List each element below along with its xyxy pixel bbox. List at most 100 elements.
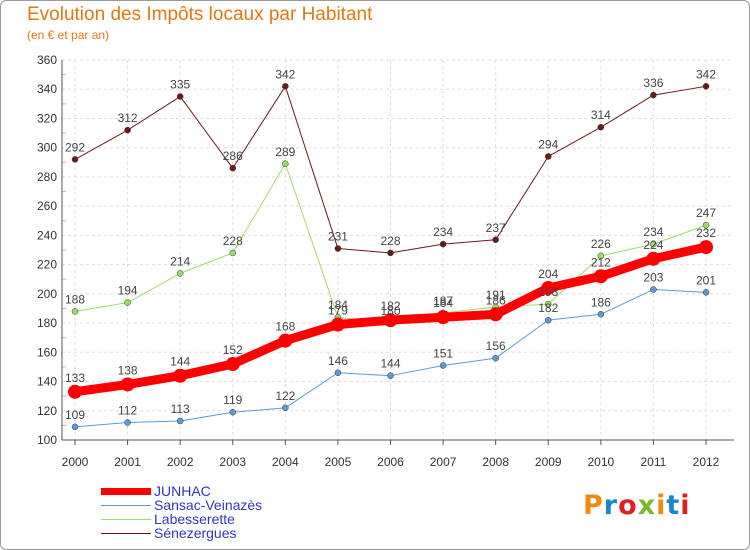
data-point-junhac: [699, 240, 713, 255]
data-label: 342: [696, 67, 716, 81]
data-point-senezergues: [702, 83, 710, 90]
data-point-junhac: [383, 313, 398, 328]
data-label: 237: [486, 221, 506, 235]
data-point-labesserette: [545, 300, 552, 308]
data-label: 292: [65, 140, 85, 154]
data-label: 212: [591, 255, 611, 269]
proxiti-logo: Proxiti: [583, 490, 691, 521]
data-label: 146: [328, 354, 348, 368]
data-label: 234: [433, 225, 453, 239]
data-point-labesserette: [176, 270, 184, 277]
chart-subtitle: (en € et par an): [27, 28, 110, 42]
data-label: 314: [591, 108, 611, 122]
data-label: 228: [380, 234, 400, 248]
data-label: 342: [275, 67, 295, 81]
data-point-sansac-veinazes: [71, 423, 79, 431]
x-tick-label: 2012: [693, 455, 720, 469]
x-tick-label: 2005: [325, 455, 352, 469]
data-point-labesserette: [282, 160, 289, 168]
data-label: 188: [65, 292, 85, 306]
data-label: 203: [643, 270, 663, 284]
data-label: 179: [328, 304, 348, 318]
data-label: 144: [170, 355, 190, 369]
logo-letter: x: [637, 490, 657, 521]
data-label: 122: [275, 389, 295, 403]
data-point-labesserette: [702, 221, 710, 229]
data-label: 294: [538, 137, 558, 151]
data-label: 194: [118, 284, 138, 298]
legend-swatch: [101, 533, 151, 534]
data-point-senezergues: [492, 236, 499, 244]
y-tick-label: 260: [37, 199, 57, 213]
data-point-junhac: [120, 377, 135, 392]
data-label: 224: [643, 238, 663, 252]
data-point-sansac-veinazes: [702, 289, 710, 296]
data-point-sansac-veinazes: [492, 354, 499, 362]
data-point-junhac: [436, 310, 451, 325]
y-tick-label: 300: [37, 141, 57, 155]
x-tick-label: 2009: [535, 455, 562, 469]
data-point-sansac-veinazes: [545, 316, 552, 324]
chart-series: [68, 83, 713, 431]
data-point-senezergues: [282, 83, 289, 90]
data-label: 286: [223, 149, 243, 163]
data-label: 119: [223, 393, 242, 407]
x-tick-label: 2000: [62, 455, 89, 469]
logo-letter: o: [618, 490, 638, 521]
data-label: 113: [171, 402, 190, 416]
data-label: 232: [696, 226, 716, 240]
legend-label: JUNHAC: [154, 483, 211, 499]
legend-label: Labesserette: [154, 511, 235, 527]
data-label: 109: [65, 408, 85, 422]
data-label: 144: [380, 357, 400, 371]
y-tick-label: 320: [37, 111, 57, 125]
y-tick-label: 200: [37, 287, 57, 301]
data-label: 151: [433, 346, 453, 360]
data-label: 226: [591, 237, 611, 251]
data-point-junhac: [541, 281, 556, 295]
data-label: 335: [170, 78, 190, 92]
x-tick-label: 2007: [430, 455, 457, 469]
data-label: 184: [433, 296, 453, 310]
y-tick-label: 120: [37, 404, 57, 418]
data-label: 234: [643, 225, 663, 239]
data-point-senezergues: [124, 126, 131, 134]
data-point-sansac-veinazes: [124, 419, 131, 426]
data-point-junhac: [225, 357, 240, 371]
data-label: 112: [118, 403, 137, 417]
data-label: 182: [538, 301, 558, 315]
y-tick-label: 140: [37, 375, 57, 389]
data-point-senezergues: [650, 91, 657, 99]
chart-title: Evolution des Impôts locaux par Habitant: [27, 4, 373, 25]
legend-swatch: [101, 519, 151, 520]
x-tick-label: 2002: [167, 455, 194, 469]
data-label: 133: [65, 371, 85, 385]
data-point-senezergues: [387, 249, 394, 257]
logo-letter: i: [680, 490, 691, 521]
x-tick-label: 2008: [482, 455, 509, 469]
chart-data-labels: 109 112 113 119 122 146 144 151 156 182 186 203 201 1…: [65, 67, 716, 422]
data-point-sansac-veinazes: [229, 408, 236, 416]
x-tick-label: 2004: [272, 455, 299, 469]
data-label: 152: [223, 343, 243, 357]
data-point-senezergues: [597, 123, 605, 131]
data-point-sansac-veinazes: [650, 286, 657, 293]
logo-letter: P: [583, 490, 604, 521]
y-tick-label: 100: [37, 433, 57, 447]
x-tick-label: 2003: [219, 455, 246, 469]
data-point-sansac-veinazes: [176, 417, 184, 425]
data-label: 138: [118, 363, 138, 377]
data-label: 184: [328, 298, 348, 312]
data-point-labesserette: [597, 252, 605, 260]
y-tick-label: 220: [37, 258, 57, 272]
y-tick-label: 280: [37, 170, 57, 184]
x-tick-label: 2006: [377, 455, 404, 469]
data-point-labesserette: [650, 240, 657, 248]
data-point-junhac: [646, 251, 661, 266]
data-label: 312: [118, 111, 138, 125]
chart-axes: 100 120 140 160 180 200 220 240 260 280 300 320 340 3…: [37, 53, 734, 469]
data-label: 193: [538, 285, 558, 299]
x-tick-label: 2011: [641, 455, 667, 469]
data-point-senezergues: [229, 164, 236, 172]
